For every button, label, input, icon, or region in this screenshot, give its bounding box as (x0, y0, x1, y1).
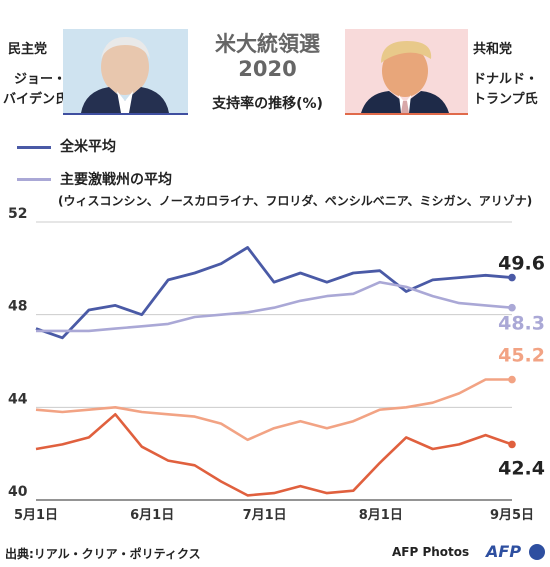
x-tick-label: 9月5日 (490, 508, 534, 523)
end-value-label: 48.3 (498, 313, 545, 335)
series-line-3 (35, 378, 512, 442)
portrait-icon (81, 37, 169, 113)
end-value-label: 45.2 (498, 345, 545, 367)
series-end-point-3 (508, 375, 516, 384)
x-tick-label: 7月1日 (243, 508, 287, 523)
legend-swatch-battleground (17, 178, 51, 181)
y-tick-label: 48 (8, 299, 27, 315)
chart-title-line1: 米大統領選 (215, 32, 320, 56)
series-end-point-1 (508, 303, 516, 312)
biden-photo (63, 29, 188, 115)
line-chart: 52 48 44 40 5月1日 6月1日 7月1日 8月1日 9月5日 49.6 48.3 45.2… (8, 206, 545, 523)
right-candidate-name-line1: ドナルド・ (473, 72, 539, 87)
trump-photo (345, 29, 468, 115)
photo-credit: AFP Photos (392, 545, 470, 559)
series-end-point-0 (508, 273, 516, 282)
end-value-label: 42.4 (498, 457, 545, 479)
legend-battleground-states: (ウィスコンシン、ノースカロライナ、フロリダ、ペンシルベニア、ミシガン、アリゾナ… (58, 194, 533, 208)
afp-logo-dot (529, 544, 545, 560)
portrait-icon (361, 41, 449, 113)
series-end-point-2 (508, 440, 516, 449)
end-value-label: 49.6 (498, 253, 545, 275)
chart-title-line2: 2020 (238, 57, 297, 81)
left-candidate-name-line2: バイデン氏 (3, 92, 69, 107)
left-party-label: 民主党 (8, 42, 48, 57)
legend-swatch-national (17, 146, 51, 149)
source-note: 出典:リアル・クリア・ポリティクス (5, 547, 201, 561)
series-line-1 (36, 280, 513, 333)
legend-label-national: 全米平均 (60, 139, 116, 155)
legend-label-battleground: 主要激戦州の平均 (60, 172, 172, 188)
x-tick-label: 5月1日 (14, 508, 58, 523)
x-tick-label: 6月1日 (130, 508, 174, 523)
left-candidate-name-line1: ジョー・ (14, 72, 67, 87)
y-tick-label: 40 (8, 484, 28, 500)
y-tick-label: 52 (8, 206, 27, 222)
series-line-0 (35, 246, 513, 340)
right-candidate-name-line2: トランプ氏 (473, 92, 538, 107)
chart-subtitle: 支持率の推移(%) (212, 96, 323, 112)
x-tick-label: 8月1日 (359, 508, 403, 523)
right-party-label: 共和党 (473, 42, 513, 57)
y-tick-label: 44 (8, 391, 28, 407)
series-line-2 (35, 413, 513, 497)
afp-logo-icon: AFP (486, 542, 522, 561)
